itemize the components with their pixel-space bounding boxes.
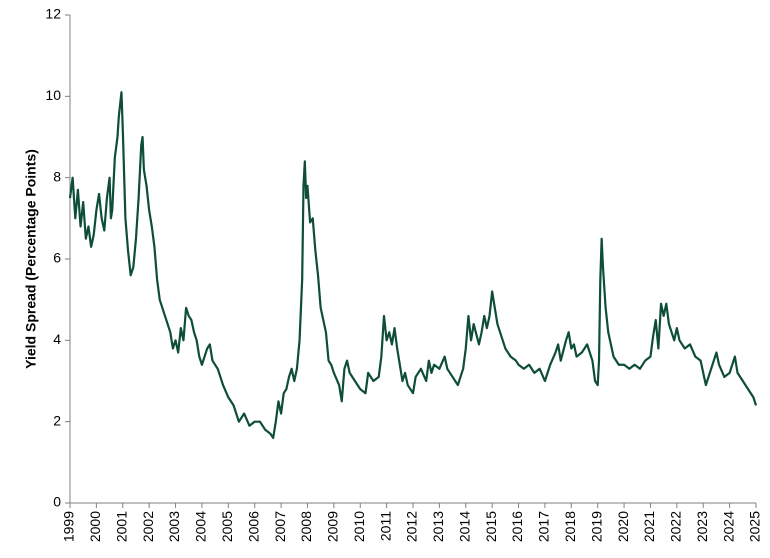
x-tick-label: 2003	[166, 511, 182, 542]
x-tick-label: 2012	[404, 511, 420, 542]
x-tick-label: 2001	[113, 511, 129, 542]
y-tick-label: 12	[45, 6, 61, 22]
y-tick-label: 4	[53, 331, 61, 347]
x-tick-label: 2000	[87, 511, 103, 542]
x-tick-label: 2016	[509, 511, 525, 542]
y-tick-label: 8	[53, 168, 61, 184]
x-tick-label: 2006	[245, 511, 261, 542]
x-tick-label: 2013	[430, 511, 446, 542]
y-axis-label: Yield Spread (Percentage Points)	[23, 149, 39, 369]
x-tick-label: 2002	[140, 511, 156, 542]
x-tick-label: 2007	[272, 511, 288, 542]
x-tick-label: 1999	[61, 511, 77, 542]
x-tick-label: 2017	[536, 511, 552, 542]
x-tick-label: 2018	[562, 511, 578, 542]
x-tick-label: 2009	[325, 511, 341, 542]
x-tick-label: 2024	[720, 511, 736, 542]
x-tick-label: 2004	[193, 511, 209, 542]
series-line	[68, 91, 758, 440]
x-tick-label: 2014	[456, 511, 472, 542]
y-tick-label: 6	[53, 250, 61, 266]
x-tick-label: 2021	[641, 511, 657, 542]
x-tick-label: 2019	[588, 511, 604, 542]
x-tick-label: 2008	[298, 511, 314, 542]
x-tick-label: 2011	[377, 511, 393, 541]
x-tick-label: 2020	[615, 511, 631, 542]
y-tick-label: 2	[53, 412, 61, 428]
y-tick-label: 0	[53, 494, 61, 510]
x-tick-label: 2023	[694, 511, 710, 542]
y-tick-label: 10	[45, 87, 61, 103]
x-tick-label: 2025	[747, 511, 763, 542]
x-tick-label: 2005	[219, 511, 235, 542]
x-tick-label: 2010	[351, 511, 367, 542]
x-tick-label: 2022	[668, 511, 684, 542]
x-tick-label: 2015	[483, 511, 499, 542]
